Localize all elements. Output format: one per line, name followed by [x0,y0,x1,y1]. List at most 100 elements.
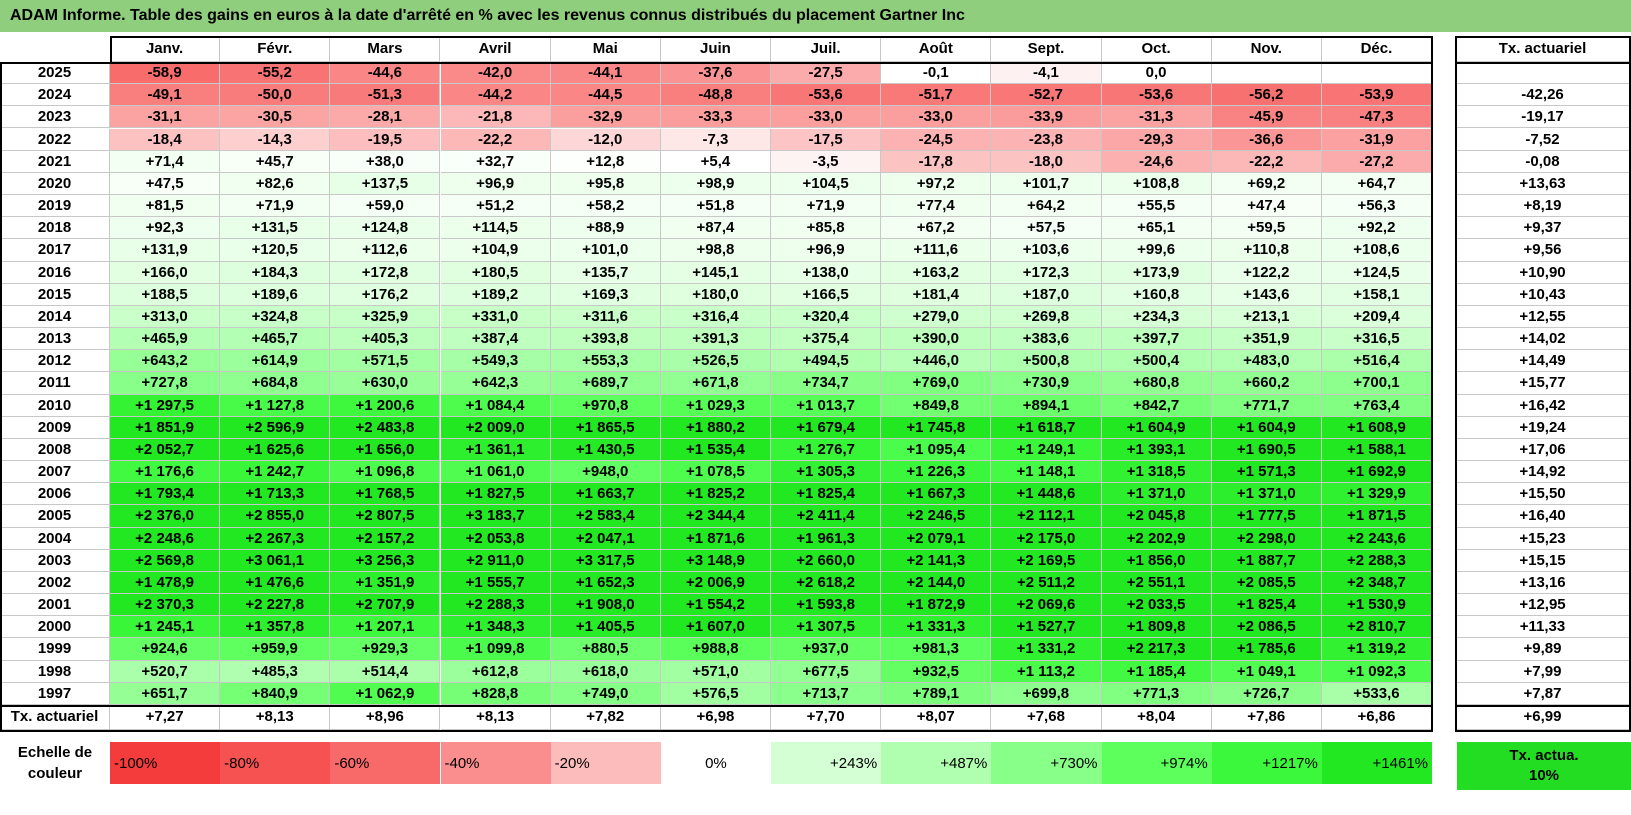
value-cell: +1 430,5 [550,438,661,462]
value-cell: -18,0 [991,150,1102,173]
value-cell: +55,5 [1101,195,1212,218]
value-cell: +713,7 [771,682,882,705]
value-cell: +391,3 [660,328,771,351]
value-cell: +1 200,6 [330,394,441,417]
year-label: 2013 [0,328,110,351]
value-cell: +92,2 [1321,217,1433,240]
value-cell: +1 851,9 [110,416,221,439]
value-cell: +2 511,2 [991,571,1102,595]
border [1455,704,1631,707]
value-cell: +769,0 [881,372,992,395]
year-label: 2016 [0,261,110,284]
value-cell: +576,5 [660,682,771,705]
value-cell: -51,7 [881,84,992,107]
value-cell: +771,7 [1211,394,1322,417]
value-cell: +184,3 [220,261,331,284]
value-cell: +2 069,6 [991,594,1102,617]
value-cell: +166,5 [771,283,882,306]
value-cell: +3 317,5 [550,549,661,572]
border [1431,36,1434,732]
value-cell: +1 061,0 [440,461,551,484]
value-cell: +1 096,8 [330,461,441,484]
year-label: 2004 [0,527,110,550]
value-cell: +1 049,1 [1211,660,1322,683]
value-cell: -55,2 [220,62,331,85]
value-cell: +2 079,1 [881,527,992,550]
value-cell: +533,6 [1321,682,1433,705]
rate-header: Tx. actuariel [1455,36,1631,62]
value-cell: +143,6 [1211,283,1322,306]
value-cell: +680,8 [1101,372,1212,395]
value-cell: +514,4 [330,660,441,683]
value-cell: +65,1 [1101,217,1212,240]
value-cell: +643,2 [110,350,221,373]
rate-cell: +13,63 [1455,172,1631,195]
value-cell: +2 855,0 [220,505,331,528]
legend-swatch: +243% [771,742,882,784]
value-cell: +383,6 [991,328,1102,351]
value-cell: +612,8 [440,660,551,683]
border [1455,729,1631,732]
value-cell: +1 476,6 [220,571,331,595]
value-cell: -23,8 [991,128,1102,151]
border [0,704,1433,707]
value-cell: +1 625,6 [220,438,331,462]
value-cell: +1 185,4 [1101,660,1212,683]
value-cell: +124,5 [1321,261,1433,284]
rate-cell: +12,95 [1455,594,1631,617]
value-cell: +38,0 [330,150,441,173]
legend-label: Echelle de couleur [17,744,93,782]
value-cell: -53,6 [771,84,882,107]
value-cell: +98,9 [660,172,771,195]
footer-cell: +7,86 [1211,704,1322,730]
border [0,62,2,730]
year-label: 2022 [0,128,110,151]
legend-swatch: +1217% [1211,742,1322,784]
value-cell: +1 331,3 [881,616,992,639]
value-cell: +169,3 [550,283,661,306]
value-cell: +1 393,1 [1101,438,1212,462]
legend-swatch: +1461% [1321,742,1433,784]
value-cell: +630,0 [330,372,441,395]
value-cell: +894,1 [991,394,1102,417]
value-cell: +483,0 [1211,350,1322,373]
value-cell: +1 871,5 [1321,505,1433,528]
value-cell: +189,6 [220,283,331,306]
rate-cell: -7,52 [1455,128,1631,151]
rate-cell: +7,87 [1455,682,1631,705]
value-cell: +1 084,4 [440,394,551,417]
value-cell: +2 370,3 [110,594,221,617]
value-cell: +727,8 [110,372,221,395]
value-cell: -53,6 [1101,84,1212,107]
border [110,36,112,62]
value-cell: +1 663,7 [550,483,661,506]
value-cell: +316,4 [660,305,771,329]
year-label: 1998 [0,660,110,683]
value-cell: +924,6 [110,638,221,661]
value-cell: +1 013,7 [771,394,882,417]
value-cell: +71,9 [220,195,331,218]
year-label: 2007 [0,461,110,484]
value-cell: +1 062,9 [330,682,441,705]
value-cell: +520,7 [110,660,221,683]
value-cell: +160,8 [1101,283,1212,306]
value-cell: +331,0 [440,305,551,329]
value-cell: +932,5 [881,660,992,683]
value-cell: +51,8 [660,195,771,218]
value-cell: +1 527,7 [991,616,1102,639]
year-label: 2012 [0,350,110,373]
value-cell: +110,8 [1211,239,1322,262]
value-cell: +45,7 [220,150,331,173]
value-cell: +970,8 [550,394,661,417]
value-cell: +163,2 [881,261,992,284]
month-header: Févr. [220,36,331,62]
value-cell: +1 887,7 [1211,549,1322,572]
value-cell: +32,7 [440,150,551,173]
footer-cell: +7,68 [991,704,1102,730]
value-cell: +571,0 [660,660,771,683]
legend-swatch: -80% [220,742,331,784]
value-cell: -27,5 [771,62,882,85]
year-label: 2003 [0,549,110,572]
value-cell: +1 809,8 [1101,616,1212,639]
